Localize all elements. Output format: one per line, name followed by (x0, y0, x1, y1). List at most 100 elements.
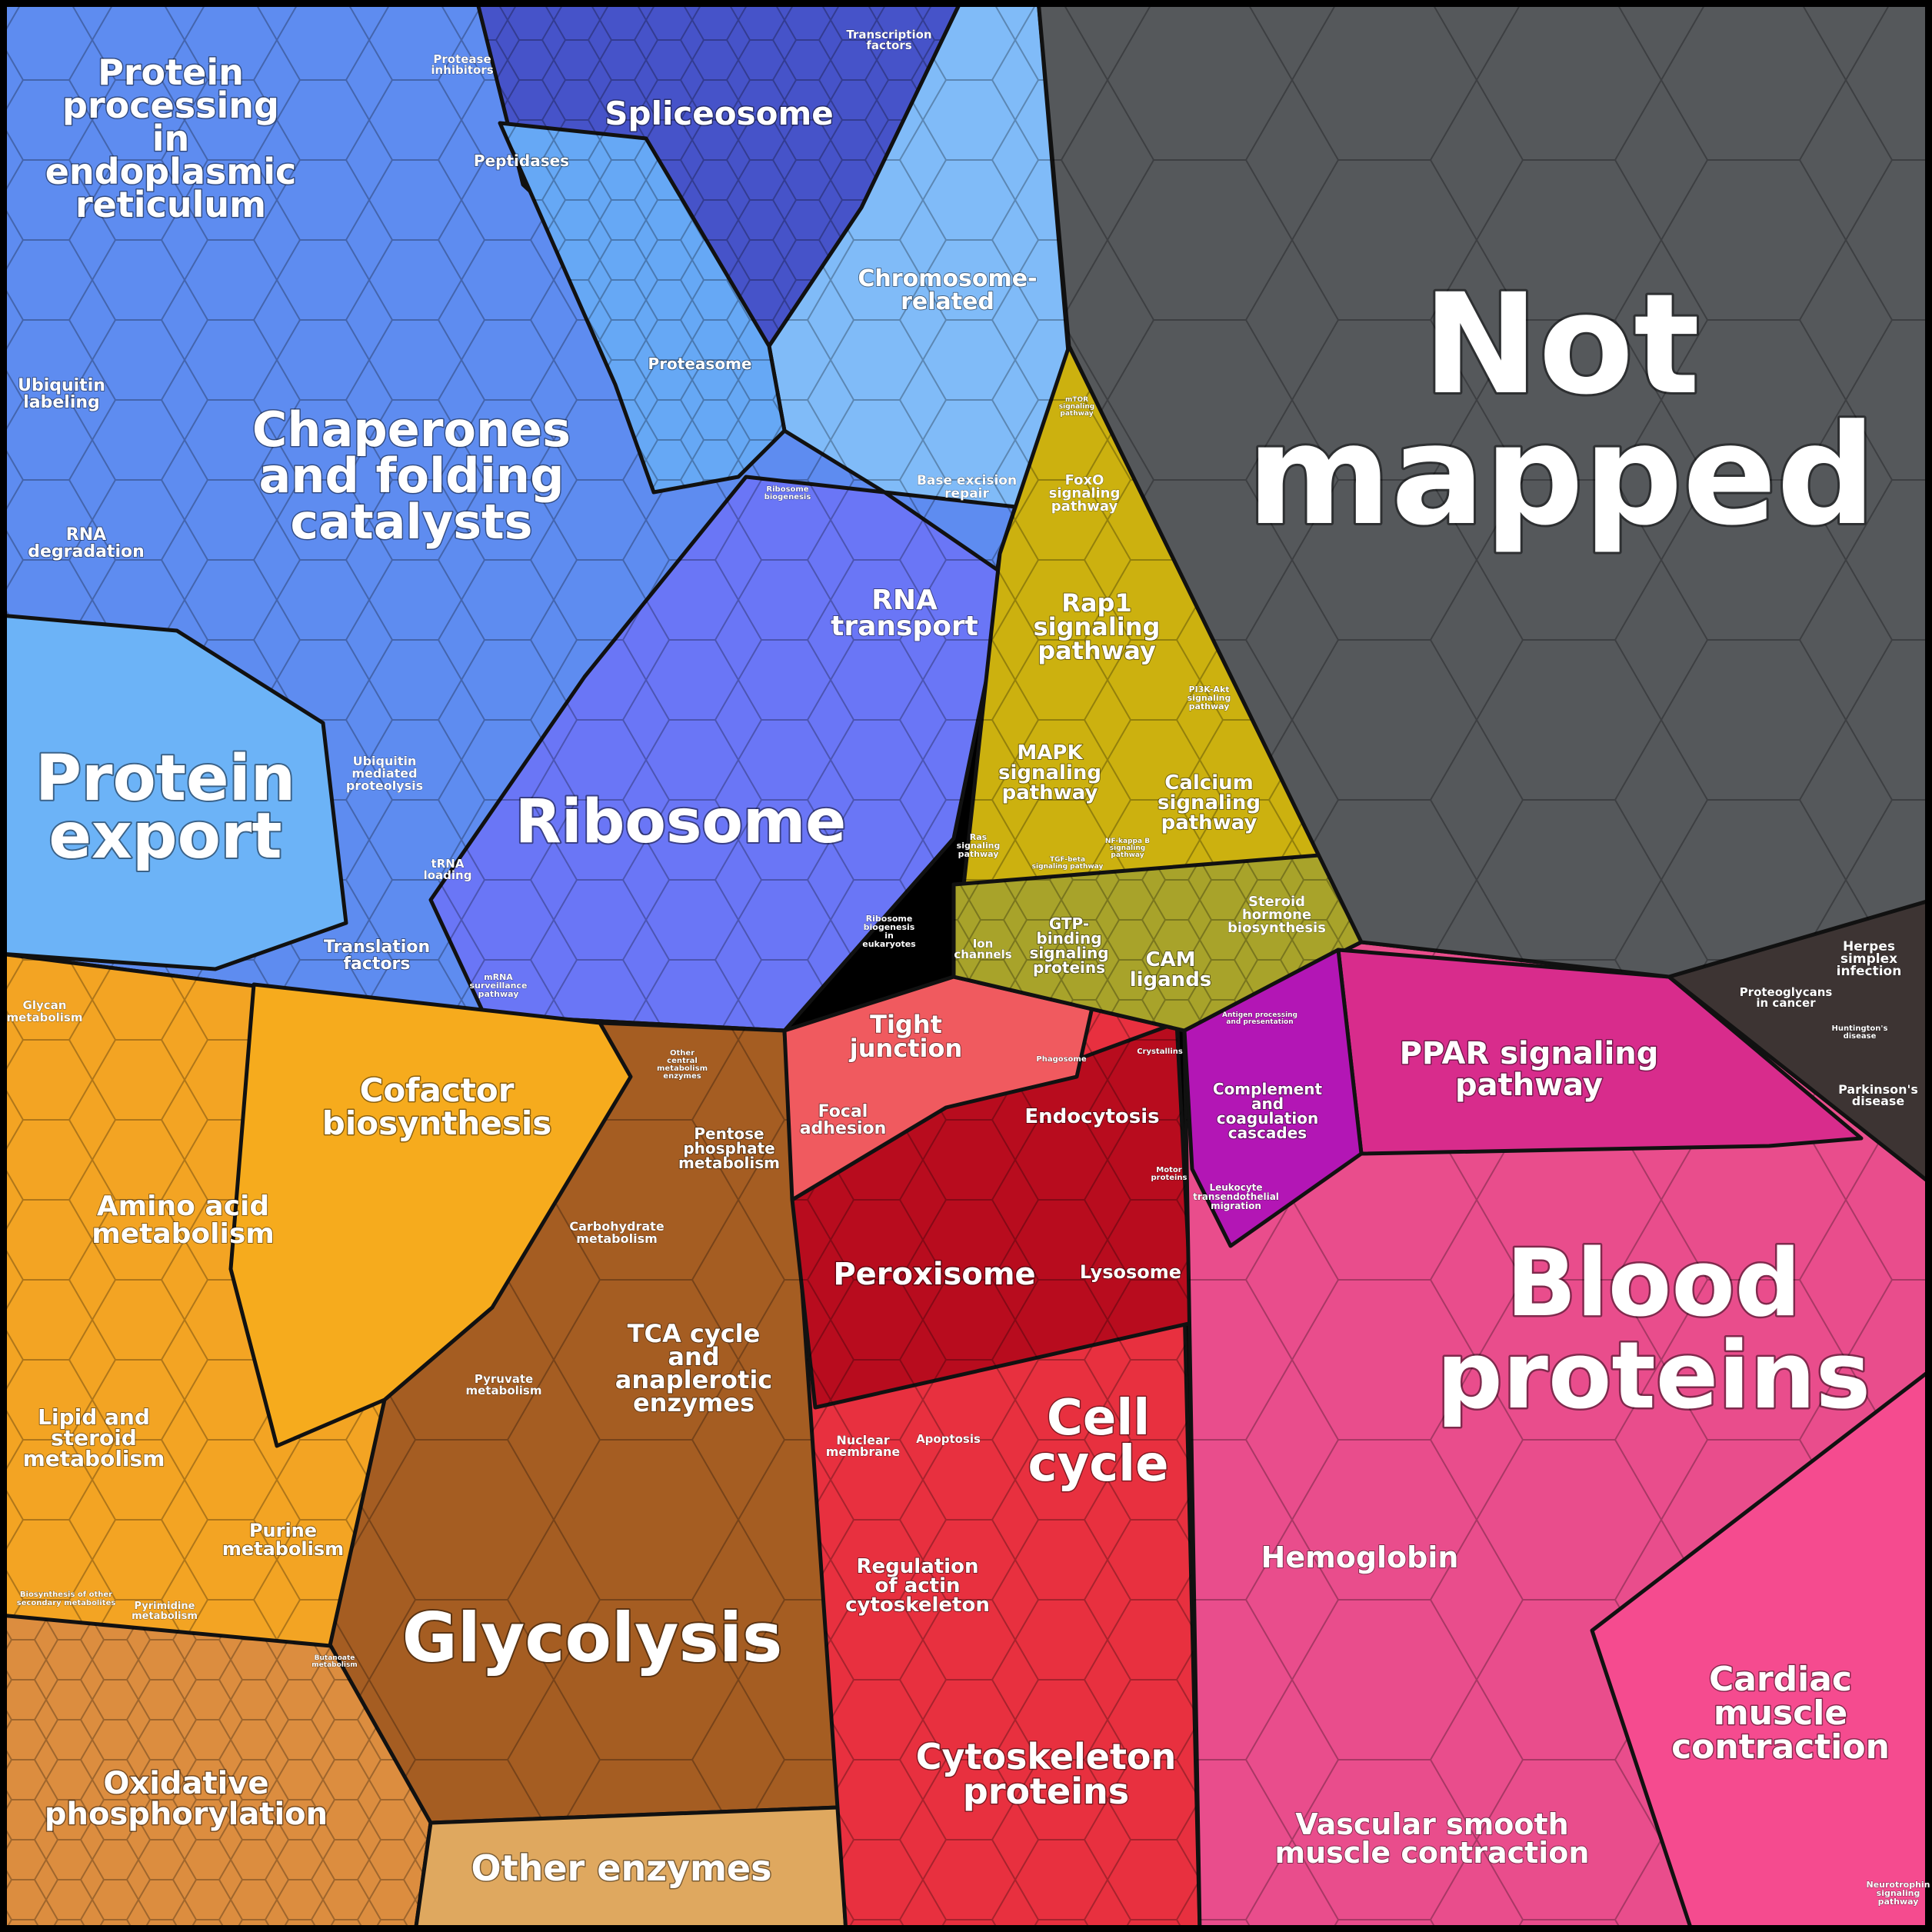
label-complement-2: and (1251, 1094, 1284, 1113)
label-rna-degradation-1: RNA (66, 525, 106, 545)
label-herpes-3: infection (1837, 964, 1902, 979)
subregion-cardiac (1590, 1367, 1932, 1932)
label-tgf-2: signaling pathway (1032, 863, 1104, 871)
label-gtp-2: binding (1036, 929, 1101, 948)
label-protein-export-2: export (48, 800, 281, 873)
subregion-other-enzymes (413, 1805, 848, 1932)
label-regulation-actin-3: cytoskeleton (845, 1594, 990, 1617)
label-rap1-2: signaling (1034, 612, 1161, 641)
label-motor-2: proteins (1151, 1174, 1187, 1182)
label-ubiquitin-labeling-2: labeling (23, 393, 100, 412)
label-steroid-hormone-2: hormone (1242, 907, 1311, 923)
label-ras-3: pathway (958, 849, 999, 859)
label-cam-2: ligands (1130, 968, 1212, 991)
label-trna-loading-2: loading (424, 868, 472, 882)
label-neurotrophin-3: pathway (1878, 1897, 1919, 1907)
label-cofactor-2: biosynthesis (322, 1104, 551, 1142)
label-crystallins: Crystallins (1137, 1048, 1183, 1056)
label-pentose-3: metabolism (678, 1154, 780, 1172)
label-calcium-3: pathway (1161, 811, 1257, 834)
label-oxphos-1: Oxidative (103, 1766, 268, 1801)
label-regulation-actin-2: of actin (874, 1574, 960, 1597)
label-herpes-1: Herpes (1843, 939, 1895, 954)
label-regulation-actin-1: Regulation (857, 1555, 979, 1578)
label-nfkb-3: pathway (1111, 851, 1144, 859)
label-pentose-2: phosphate (683, 1139, 774, 1158)
labels: Not mapped Blood proteins Ribosome Glyco… (6, 28, 1930, 1907)
label-foxo-1: FoxO (1065, 472, 1104, 488)
label-ion-channels-1: Ion (973, 937, 994, 951)
label-transcription-factors-2: factors (866, 38, 911, 52)
label-base-excision-1: Base excision (917, 473, 1017, 488)
label-calcium-1: Calcium (1164, 771, 1253, 794)
label-glycan-2: metabolism (7, 1011, 83, 1024)
label-mtor-1: mTOR (1065, 396, 1088, 404)
label-cell-cycle-2: cycle (1028, 1436, 1169, 1493)
label-pyruvate-2: metabolism (466, 1384, 542, 1397)
label-cytoskeleton-1: Cytoskeleton (916, 1736, 1177, 1777)
label-neurotrophin-1: Neurotrophin (1866, 1880, 1930, 1890)
label-chromosome-2: related (901, 288, 994, 315)
label-ras-1: Ras (970, 832, 988, 842)
label-cytoskeleton-2: proteins (963, 1770, 1129, 1812)
label-ubiquitin-proteolysis-1: Ubiquitin (353, 754, 417, 768)
label-protease-inhibitors-2: inhibitors (431, 63, 493, 77)
label-rna-transport-1: RNA (871, 585, 938, 616)
label-ribosome-biogenesis-2: biogenesis (764, 493, 811, 501)
label-herpes-2: simplex (1840, 951, 1897, 967)
label-translation-factors-1: Translation (324, 938, 430, 957)
label-cofactor-1: Cofactor (360, 1071, 515, 1109)
label-lipid-3: metabolism (23, 1446, 165, 1471)
label-ppe-5: reticulum (75, 184, 266, 225)
label-ppe-1: Protein (98, 52, 244, 93)
label-rna-degradation-2: degradation (28, 542, 145, 561)
label-chaperones-3: catalysts (290, 494, 532, 550)
label-other-enzymes: Other enzymes (471, 1847, 772, 1889)
label-leukocyte-3: migration (1211, 1201, 1261, 1211)
label-protein-export-1: Protein (35, 742, 295, 815)
label-protease-inhibitors-1: Protease (433, 52, 491, 66)
label-cam-1: CAM (1145, 948, 1195, 971)
label-tight-junction-1: Tight (870, 1010, 942, 1039)
label-ribosome-biogenesis-euk-4: eukaryotes (862, 939, 916, 949)
label-lipid-1: Lipid and (38, 1404, 150, 1430)
label-antigen-2: and presentation (1226, 1018, 1293, 1026)
subregion-protein-export (0, 613, 348, 971)
label-gtp-4: proteins (1033, 958, 1105, 977)
label-tca-4: enzymes (633, 1388, 754, 1417)
label-tca-1: TCA cycle (628, 1319, 761, 1348)
label-ribosome-biogenesis-euk-1: Ribosome (866, 914, 913, 924)
label-mrna-surveillance-3: pathway (478, 989, 519, 999)
label-nuclear-membrane-1: Nuclear (836, 1433, 889, 1447)
label-ppe-4: endoplasmic (45, 151, 297, 192)
label-mapk-1: MAPK (1017, 741, 1083, 764)
label-mtor-3: pathway (1060, 410, 1093, 418)
label-mrna-surveillance-2: surveillance (470, 981, 528, 991)
label-parkinson-1: Parkinson's (1838, 1082, 1918, 1097)
label-glycolysis: Glycolysis (402, 1598, 783, 1677)
label-other-central-1: Other (670, 1049, 695, 1058)
label-carbohydrate-2: metabolism (576, 1231, 658, 1246)
label-purine-1: Purine (249, 1520, 317, 1541)
label-amino-acid-2: metabolism (92, 1218, 275, 1250)
label-apoptosis: Apoptosis (916, 1432, 981, 1446)
label-peptidases: Peptidases (474, 152, 569, 170)
label-focal-adhesion-2: adhesion (800, 1119, 887, 1138)
label-glycan-1: Glycan (23, 998, 67, 1012)
label-peroxisome: Peroxisome (833, 1257, 1035, 1292)
label-trna-loading-1: tRNA (431, 857, 465, 871)
label-steroid-hormone-1: Steroid (1248, 894, 1305, 910)
label-mapk-3: pathway (1002, 781, 1098, 804)
label-other-central-2: central (667, 1057, 698, 1065)
label-nfkb-1: NF-kappa B (1105, 838, 1150, 845)
label-chromosome-1: Chromosome- (858, 265, 1037, 292)
label-focal-adhesion-1: Focal (818, 1102, 868, 1121)
label-hemoglobin: Hemoglobin (1261, 1541, 1459, 1574)
label-complement-4: cascades (1228, 1124, 1307, 1142)
label-foxo-3: pathway (1051, 498, 1118, 515)
label-lipid-2: steroid (51, 1425, 137, 1451)
subregion-proteasome (498, 121, 787, 495)
label-ras-2: signaling (957, 841, 1001, 851)
label-not-mapped-1: Not (1423, 265, 1700, 425)
